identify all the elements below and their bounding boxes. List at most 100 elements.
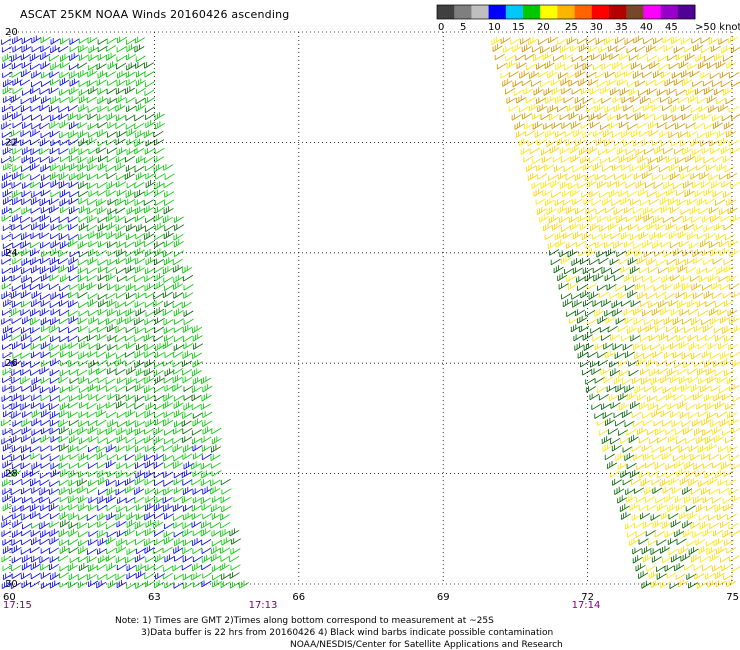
wind-barb xyxy=(182,324,193,333)
wind-barb xyxy=(49,563,60,571)
wind-barb xyxy=(724,539,735,547)
wind-barb xyxy=(87,113,98,121)
wind-barb xyxy=(135,103,146,112)
wind-barb xyxy=(623,139,634,147)
legend-label: 30 xyxy=(590,22,603,33)
wind-barb xyxy=(69,86,80,95)
wind-barb xyxy=(689,70,700,78)
wind-barb xyxy=(728,417,739,427)
wind-barb xyxy=(87,106,98,113)
axis-label: 17:13 xyxy=(249,600,278,611)
wind-barb xyxy=(11,539,22,546)
wind-barb xyxy=(116,563,127,571)
wind-barb xyxy=(105,523,116,530)
wind-barb xyxy=(50,358,61,367)
wind-barb xyxy=(126,38,137,45)
wind-barb xyxy=(666,392,677,401)
wind-barb xyxy=(716,266,727,275)
wind-barb xyxy=(116,538,127,547)
wind-barb xyxy=(41,273,52,282)
wind-barb xyxy=(162,546,173,554)
wind-barb xyxy=(87,163,98,172)
wind-barb xyxy=(173,582,184,589)
wind-barb xyxy=(3,196,14,205)
wind-barb xyxy=(163,393,174,402)
wind-barb xyxy=(721,181,732,188)
wind-barb xyxy=(88,419,99,427)
wind-barb xyxy=(688,94,699,103)
wind-barb xyxy=(646,222,657,231)
wind-barb xyxy=(610,437,621,445)
wind-barb xyxy=(105,45,116,52)
wind-barb xyxy=(30,351,41,359)
wind-barb xyxy=(86,514,97,521)
wind-barb xyxy=(708,174,719,181)
wind-barb xyxy=(725,436,736,444)
wind-barb xyxy=(576,240,587,248)
wind-barb xyxy=(652,487,663,494)
wind-barb xyxy=(494,53,505,61)
wind-barb xyxy=(10,155,21,163)
wind-barb xyxy=(617,78,628,87)
wind-barb xyxy=(39,266,50,275)
wind-barb xyxy=(135,377,146,384)
wind-barb xyxy=(642,275,653,283)
wind-barb xyxy=(134,44,145,53)
wind-barb xyxy=(10,435,21,444)
wind-barb xyxy=(708,241,719,249)
wind-barb xyxy=(173,521,184,529)
wind-barb xyxy=(135,368,146,377)
wind-barb xyxy=(603,376,614,384)
wind-barb xyxy=(87,350,98,358)
wind-barb xyxy=(653,284,664,291)
wind-barb xyxy=(1,332,12,341)
wind-barb xyxy=(687,299,698,308)
wind-barb xyxy=(624,317,635,324)
wind-barb xyxy=(713,88,724,96)
wind-barb xyxy=(642,240,653,249)
wind-barb xyxy=(191,386,202,393)
wind-barb xyxy=(573,334,584,342)
wind-barb xyxy=(690,172,701,180)
wind-barb xyxy=(654,79,665,87)
wind-barb xyxy=(59,189,70,198)
wind-barb xyxy=(640,512,651,520)
wind-barb xyxy=(40,547,51,554)
wind-barb xyxy=(635,531,646,538)
wind-barb xyxy=(496,62,507,70)
wind-barb xyxy=(134,395,145,403)
wind-barb xyxy=(646,292,657,300)
wind-barb xyxy=(698,377,709,385)
wind-barb xyxy=(30,402,41,409)
wind-barb xyxy=(583,342,594,351)
wind-barb xyxy=(674,563,685,572)
wind-barb xyxy=(618,392,629,401)
wind-barb xyxy=(694,190,705,197)
wind-barb xyxy=(687,511,698,520)
wind-barb xyxy=(30,257,41,266)
wind-barb xyxy=(684,223,695,231)
wind-barb xyxy=(69,435,80,444)
wind-barb xyxy=(605,350,616,359)
wind-barb xyxy=(2,62,13,69)
wind-barb xyxy=(615,384,626,393)
wind-barb xyxy=(221,488,232,495)
wind-barb xyxy=(675,89,686,97)
wind-barb xyxy=(21,538,32,546)
wind-barb xyxy=(637,394,648,401)
wind-barb xyxy=(622,378,633,385)
wind-barb xyxy=(544,164,555,172)
wind-barb xyxy=(20,139,31,146)
wind-barb xyxy=(145,496,156,503)
wind-barb xyxy=(609,292,620,300)
wind-barb xyxy=(578,78,589,87)
wind-barb xyxy=(679,511,690,520)
wind-barb xyxy=(592,335,603,342)
wind-barb xyxy=(2,112,13,121)
wind-barb xyxy=(155,419,166,426)
wind-barb xyxy=(631,478,642,486)
wind-barb xyxy=(524,122,535,130)
wind-barb xyxy=(706,443,717,452)
wind-barb xyxy=(612,164,623,171)
wind-barb xyxy=(174,538,185,547)
